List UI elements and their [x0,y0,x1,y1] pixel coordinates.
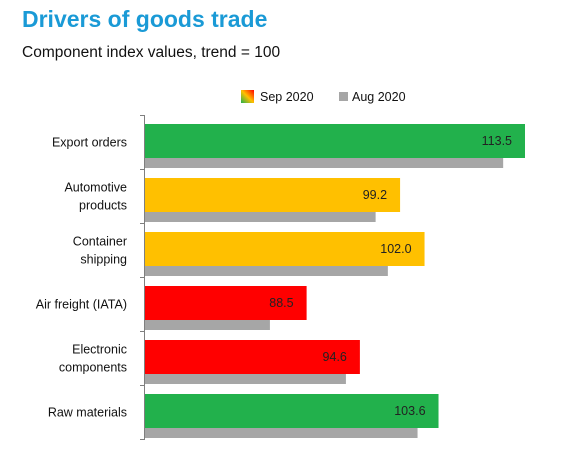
category-label: Electronic [72,343,127,357]
chart-title: Drivers of goods trade [22,6,268,32]
category-label: components [59,361,127,375]
legend-swatch-sep-2020 [241,90,254,103]
legend: Sep 2020 Aug 2020 [241,90,406,104]
category-label: products [79,199,127,213]
category-label: Automotive [64,181,127,195]
bar-sep-2020 [145,232,425,266]
bar-sep-2020 [145,178,401,212]
value-label: 102.0 [380,242,411,256]
bar-sep-2020 [145,394,439,428]
legend-label-aug-2020: Aug 2020 [352,90,406,104]
legend-swatch-aug-2020 [339,92,348,101]
value-label: 113.5 [482,134,512,148]
value-label: 99.2 [363,188,387,202]
bar-sep-2020 [145,340,360,374]
category-label: Export orders [52,136,127,150]
value-label: 88.5 [269,296,293,310]
value-label: 103.6 [394,404,425,418]
value-label: 94.6 [323,350,347,364]
category-label: Container [73,235,127,249]
category-label: shipping [80,253,127,267]
chart-subtitle: Component index values, trend = 100 [22,44,281,61]
category-label: Raw materials [48,406,127,420]
legend-label-sep-2020: Sep 2020 [260,90,314,104]
category-label: Air freight (IATA) [36,298,127,312]
bar-sep-2020 [145,286,307,320]
bar-sep-2020 [145,124,525,158]
